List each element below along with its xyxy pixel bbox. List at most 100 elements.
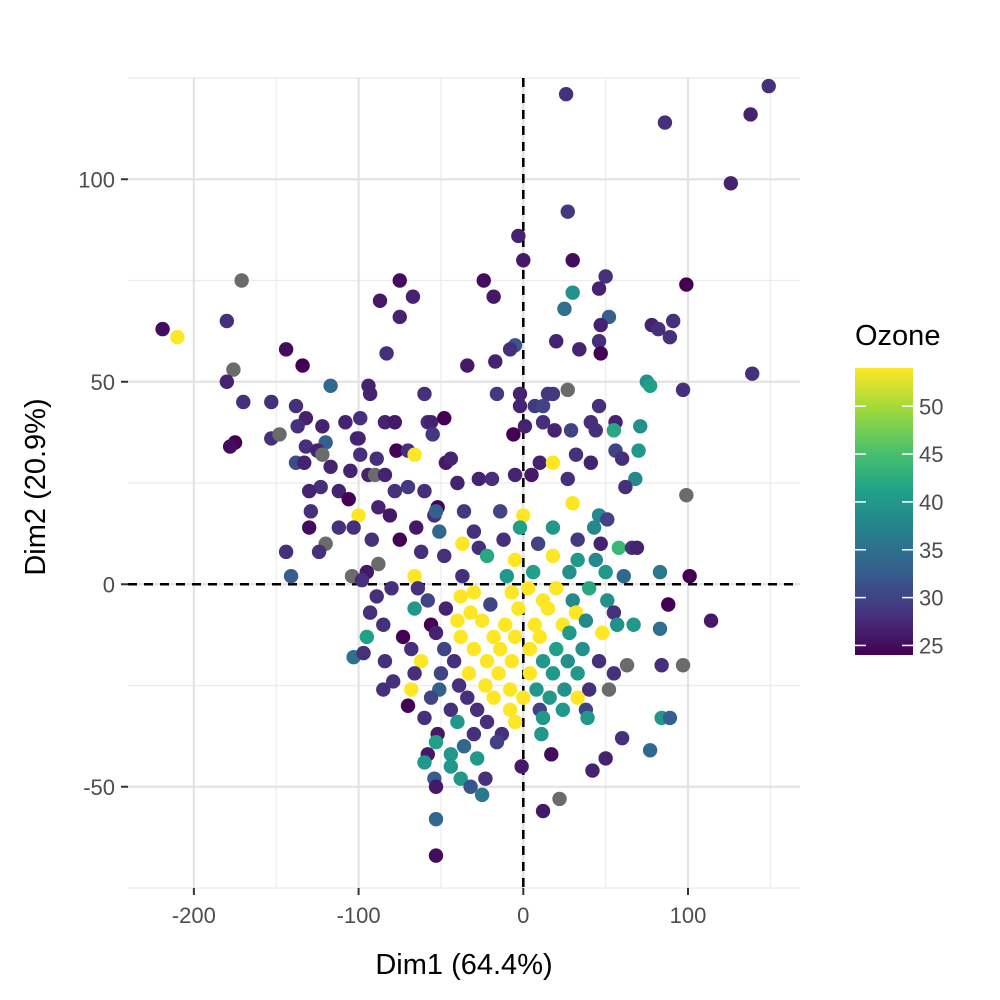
data-point	[469, 702, 485, 717]
data-point	[547, 423, 562, 438]
data-point	[499, 568, 515, 584]
data-point	[295, 358, 310, 373]
data-point	[600, 512, 615, 527]
data-point	[478, 678, 493, 693]
data-point	[484, 471, 500, 487]
data-point	[600, 593, 615, 608]
data-point	[532, 629, 547, 645]
data-point	[455, 568, 470, 584]
data-point	[387, 483, 403, 499]
data-point	[367, 467, 383, 483]
data-point	[595, 625, 610, 641]
data-point	[331, 483, 347, 499]
data-point	[443, 451, 459, 466]
data-point	[395, 629, 411, 645]
data-point	[443, 759, 459, 774]
data-point	[593, 317, 608, 333]
data-point	[530, 536, 546, 551]
data-point	[446, 654, 462, 669]
data-point	[512, 386, 528, 402]
data-point	[642, 378, 658, 393]
data-point	[618, 479, 633, 495]
data-point	[565, 496, 580, 511]
data-point	[283, 568, 299, 584]
data-point	[486, 690, 501, 705]
data-point	[432, 524, 447, 539]
data-point	[353, 411, 368, 426]
data-point	[170, 330, 185, 345]
data-point	[466, 585, 482, 600]
data-point	[278, 342, 294, 357]
data-point	[549, 581, 564, 596]
data-point	[761, 78, 776, 94]
data-point	[486, 289, 501, 304]
data-point	[364, 532, 379, 547]
data-point	[661, 597, 676, 612]
data-point	[456, 504, 472, 519]
data-point	[466, 726, 482, 742]
data-point	[535, 803, 551, 819]
axis-tick-labels: -200 -100 0 100 -50 0 50 100	[78, 167, 706, 928]
data-point	[377, 415, 393, 430]
data-point	[437, 548, 452, 564]
data-point	[679, 487, 694, 503]
data-point	[450, 613, 465, 628]
data-point	[502, 702, 518, 717]
data-point	[219, 313, 235, 329]
data-point	[563, 423, 579, 438]
data-point	[555, 702, 571, 717]
data-point	[654, 658, 669, 673]
data-point	[400, 698, 416, 713]
data-point	[521, 581, 536, 596]
data-point	[549, 334, 564, 349]
data-point	[469, 751, 485, 766]
data-point	[723, 176, 739, 191]
data-point	[404, 682, 419, 697]
legend-title: Ozone	[855, 320, 940, 352]
data-point	[502, 342, 518, 357]
x-tick-label: -200	[172, 903, 216, 928]
data-point	[413, 654, 429, 669]
x-axis-title: Dim1 (64.4%)	[375, 949, 552, 981]
data-point	[338, 415, 353, 430]
data-point	[417, 710, 432, 726]
data-point	[560, 654, 575, 669]
data-point	[633, 419, 648, 434]
data-point	[535, 398, 551, 414]
data-point	[535, 415, 551, 430]
data-point	[565, 285, 580, 300]
data-point	[392, 309, 407, 325]
data-point	[387, 415, 403, 430]
data-point	[476, 273, 491, 288]
data-point	[511, 228, 526, 244]
data-point	[524, 467, 539, 483]
data-point	[303, 504, 319, 519]
data-point	[450, 714, 465, 730]
data-point	[575, 641, 590, 657]
data-point	[323, 378, 338, 393]
data-point	[522, 666, 538, 681]
data-point	[619, 658, 635, 673]
legend-label: 50	[919, 394, 943, 419]
data-point	[474, 613, 490, 628]
data-point	[512, 520, 528, 535]
y-tick-label: 100	[78, 167, 115, 192]
data-point	[606, 423, 622, 438]
data-point	[272, 427, 287, 442]
legend-label: 45	[919, 442, 943, 467]
data-point	[346, 520, 361, 535]
data-point	[504, 654, 519, 669]
data-point	[438, 601, 454, 616]
data-point	[598, 564, 613, 580]
data-point	[614, 730, 630, 746]
data-point	[423, 690, 439, 705]
data-point	[679, 277, 694, 292]
data-point	[591, 281, 607, 296]
data-point	[234, 273, 249, 288]
data-point	[453, 771, 468, 786]
data-point	[598, 751, 613, 766]
data-point	[377, 654, 393, 669]
data-point	[557, 301, 572, 317]
data-point	[591, 334, 607, 349]
data-point	[540, 386, 556, 402]
